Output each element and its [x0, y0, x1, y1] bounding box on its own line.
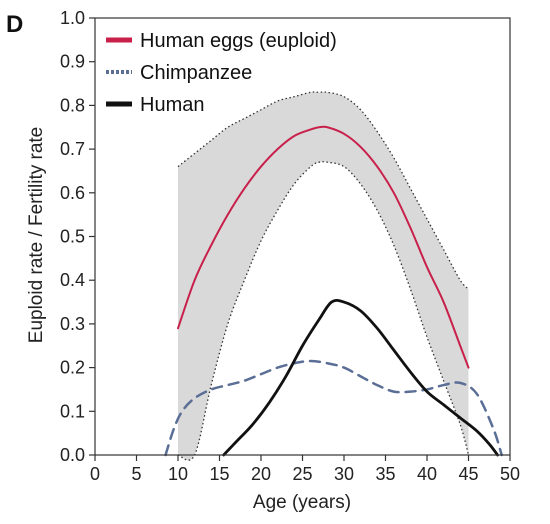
legend-label: Human [140, 94, 204, 116]
x-tick-label: 35 [375, 464, 395, 484]
y-tick-label: 1.0 [60, 8, 85, 28]
x-axis-title: Age (years) [253, 492, 351, 513]
x-tick-label: 50 [500, 464, 520, 484]
confidence-band-upper [177, 91, 469, 290]
y-tick-label: 0.3 [60, 314, 85, 334]
y-tick-label: 0.7 [60, 139, 85, 159]
series-line-human [222, 298, 499, 457]
panel-label: D [6, 11, 23, 38]
x-tick-label: 40 [417, 464, 437, 484]
legend-label: Chimpanzee [140, 62, 252, 84]
x-tick-label: 15 [209, 464, 229, 484]
y-tick-label: 0.8 [60, 95, 85, 115]
legend: Human eggs (euploid) Chimpanzee Human [106, 30, 337, 116]
x-tick-label: 20 [251, 464, 271, 484]
x-tick-label: 5 [131, 464, 141, 484]
confidence-band-lower [177, 161, 470, 461]
x-tick-label: 45 [458, 464, 478, 484]
y-tick-label: 0.5 [60, 227, 85, 247]
x-tick-label: 0 [90, 464, 100, 484]
y-tick-label: 0.6 [60, 183, 85, 203]
confidence-band-layer [177, 91, 470, 461]
axes [89, 17, 511, 461]
series-line-human-eggs [177, 125, 470, 369]
y-tick-label: 0.1 [60, 401, 85, 421]
y-tick-label: 0.0 [60, 445, 85, 465]
y-tick-label: 0.9 [60, 52, 85, 72]
tick-labels: 0 5 10 15 20 25 30 35 40 45 50 0.0 0.1 0.2 0.3 0.4 0.5 0.… [60, 8, 520, 484]
x-tick-label: 25 [292, 464, 312, 484]
y-tick-label: 0.4 [60, 270, 85, 290]
series-line-chimpanzee [164, 359, 503, 457]
y-tick-label: 0.2 [60, 358, 85, 378]
x-tick-label: 30 [334, 464, 354, 484]
x-tick-label: 10 [168, 464, 188, 484]
y-axis-title: Euploid rate / Fertility rate [26, 127, 47, 343]
legend-label: Human eggs (euploid) [140, 30, 337, 52]
confidence-band-fill [178, 91, 469, 461]
series-layer [164, 125, 503, 457]
